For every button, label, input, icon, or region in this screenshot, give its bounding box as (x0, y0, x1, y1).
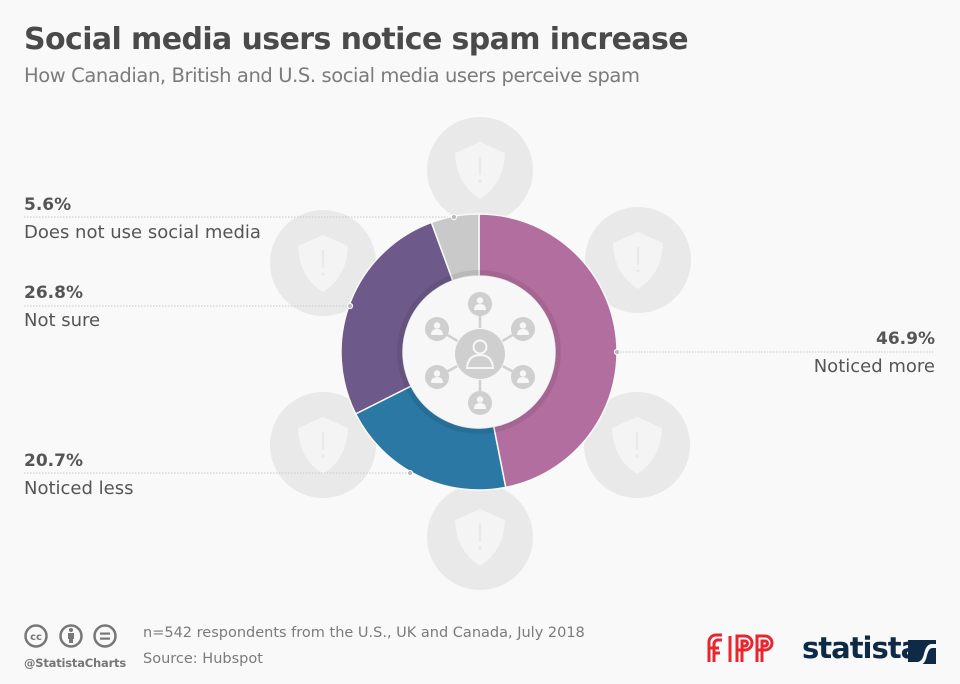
user-body (474, 304, 486, 310)
user-head (476, 297, 484, 304)
fipp-logo[interactable] (706, 632, 780, 664)
shield-warning-icon (585, 207, 691, 313)
network-link (445, 333, 459, 343)
label-name: Noticed less (24, 478, 134, 499)
user-body (474, 403, 486, 409)
leader-dot (450, 213, 458, 221)
user-body (517, 329, 529, 335)
chart-title: Social media users notice spam increase (24, 22, 689, 57)
cc-icon: cc (24, 624, 48, 648)
chart-subtitle: How Canadian, British and U.S. social me… (24, 64, 640, 87)
network-link (446, 365, 458, 373)
label-noticed-less: 20.7% Noticed less (24, 451, 134, 499)
user-head (433, 370, 441, 377)
label-value: 5.6% (24, 195, 72, 215)
shield-warning-icon (427, 117, 533, 223)
shield-decor-group (270, 117, 691, 590)
user-head (476, 396, 484, 403)
exclamation-dot (321, 272, 325, 276)
svg-text:cc: cc (30, 632, 42, 643)
user-head (519, 322, 527, 329)
user-icon (425, 365, 449, 389)
exclamation-dot (478, 179, 482, 183)
user-body (517, 377, 529, 383)
user-head (433, 322, 441, 329)
center-user-head (472, 339, 488, 355)
user-icon (468, 292, 492, 316)
network-link (502, 365, 514, 373)
label-value: 46.9% (876, 329, 935, 349)
user-body (431, 329, 443, 335)
shield-warning-icon (270, 392, 376, 498)
label-not-sure: 26.8% Not sure (24, 283, 100, 331)
exclamation-bar (478, 524, 482, 542)
license-icons: cc (24, 624, 117, 648)
social-network-icon (425, 292, 535, 415)
statista-handle[interactable]: @StatistaCharts (24, 656, 126, 670)
exclamation-bar (321, 250, 325, 268)
no-derivatives-icon (93, 624, 117, 648)
slice-not-sure (340, 221, 454, 415)
exclamation-dot (478, 546, 482, 550)
leader-dot (406, 469, 414, 477)
label-name: Does not use social media (24, 222, 261, 243)
shield-warning-icon (584, 392, 690, 498)
statista-logo-text[interactable]: statista (802, 631, 920, 665)
label-noticed-more: 46.9% Noticed more (814, 329, 935, 377)
user-icon (511, 365, 535, 389)
label-name: Noticed more (813, 356, 935, 377)
leader-dots (346, 213, 621, 477)
exclamation-bar (478, 157, 482, 175)
network-link (501, 333, 515, 343)
exclamation-dot (636, 269, 640, 273)
inner-shadow (397, 270, 561, 434)
user-head (519, 370, 527, 377)
exclamation-dot (321, 454, 325, 458)
label-name: Not sure (24, 310, 101, 331)
label-does-not-use: 5.6% Does not use social media (24, 195, 261, 243)
statista-logo-icon (908, 640, 936, 664)
center-user-body (465, 353, 495, 369)
leader-dot (613, 348, 621, 356)
exclamation-bar (636, 247, 640, 265)
source: Source: Hubspot (143, 651, 263, 667)
shield-warning-icon (270, 210, 376, 316)
footnote: n=542 respondents from the U.S., UK and … (143, 625, 585, 641)
exclamation-dot (635, 454, 639, 458)
exclamation-bar (321, 432, 325, 450)
shield-warning-icon (427, 484, 533, 590)
leader-dot (346, 302, 354, 310)
label-value: 20.7% (24, 451, 83, 471)
center-network (425, 292, 535, 415)
exclamation-bar (635, 432, 639, 450)
user-icon (511, 317, 535, 341)
label-value: 26.8% (24, 283, 83, 303)
attribution-icon (59, 624, 83, 648)
user-icon (425, 317, 449, 341)
fipp-logo-mark (707, 633, 774, 662)
user-body (431, 377, 443, 383)
leader-lines (24, 216, 935, 474)
user-icon (468, 391, 492, 415)
